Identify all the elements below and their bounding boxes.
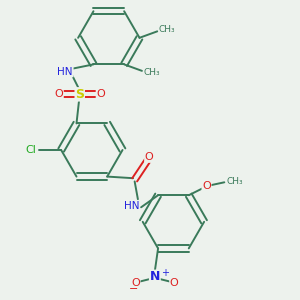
Text: Cl: Cl — [25, 145, 36, 155]
Text: CH₃: CH₃ — [226, 177, 243, 186]
Text: +: + — [161, 268, 169, 278]
Text: −: − — [129, 284, 139, 294]
Text: N: N — [150, 270, 160, 283]
Text: CH₃: CH₃ — [143, 68, 160, 77]
Text: O: O — [145, 152, 154, 162]
Text: HN: HN — [124, 201, 139, 211]
Text: O: O — [96, 89, 105, 99]
Text: O: O — [131, 278, 140, 288]
Text: O: O — [170, 278, 178, 288]
Text: S: S — [75, 88, 84, 101]
Text: CH₃: CH₃ — [159, 25, 175, 34]
Text: O: O — [202, 181, 211, 190]
Text: O: O — [54, 89, 63, 99]
Text: HN: HN — [57, 67, 73, 77]
